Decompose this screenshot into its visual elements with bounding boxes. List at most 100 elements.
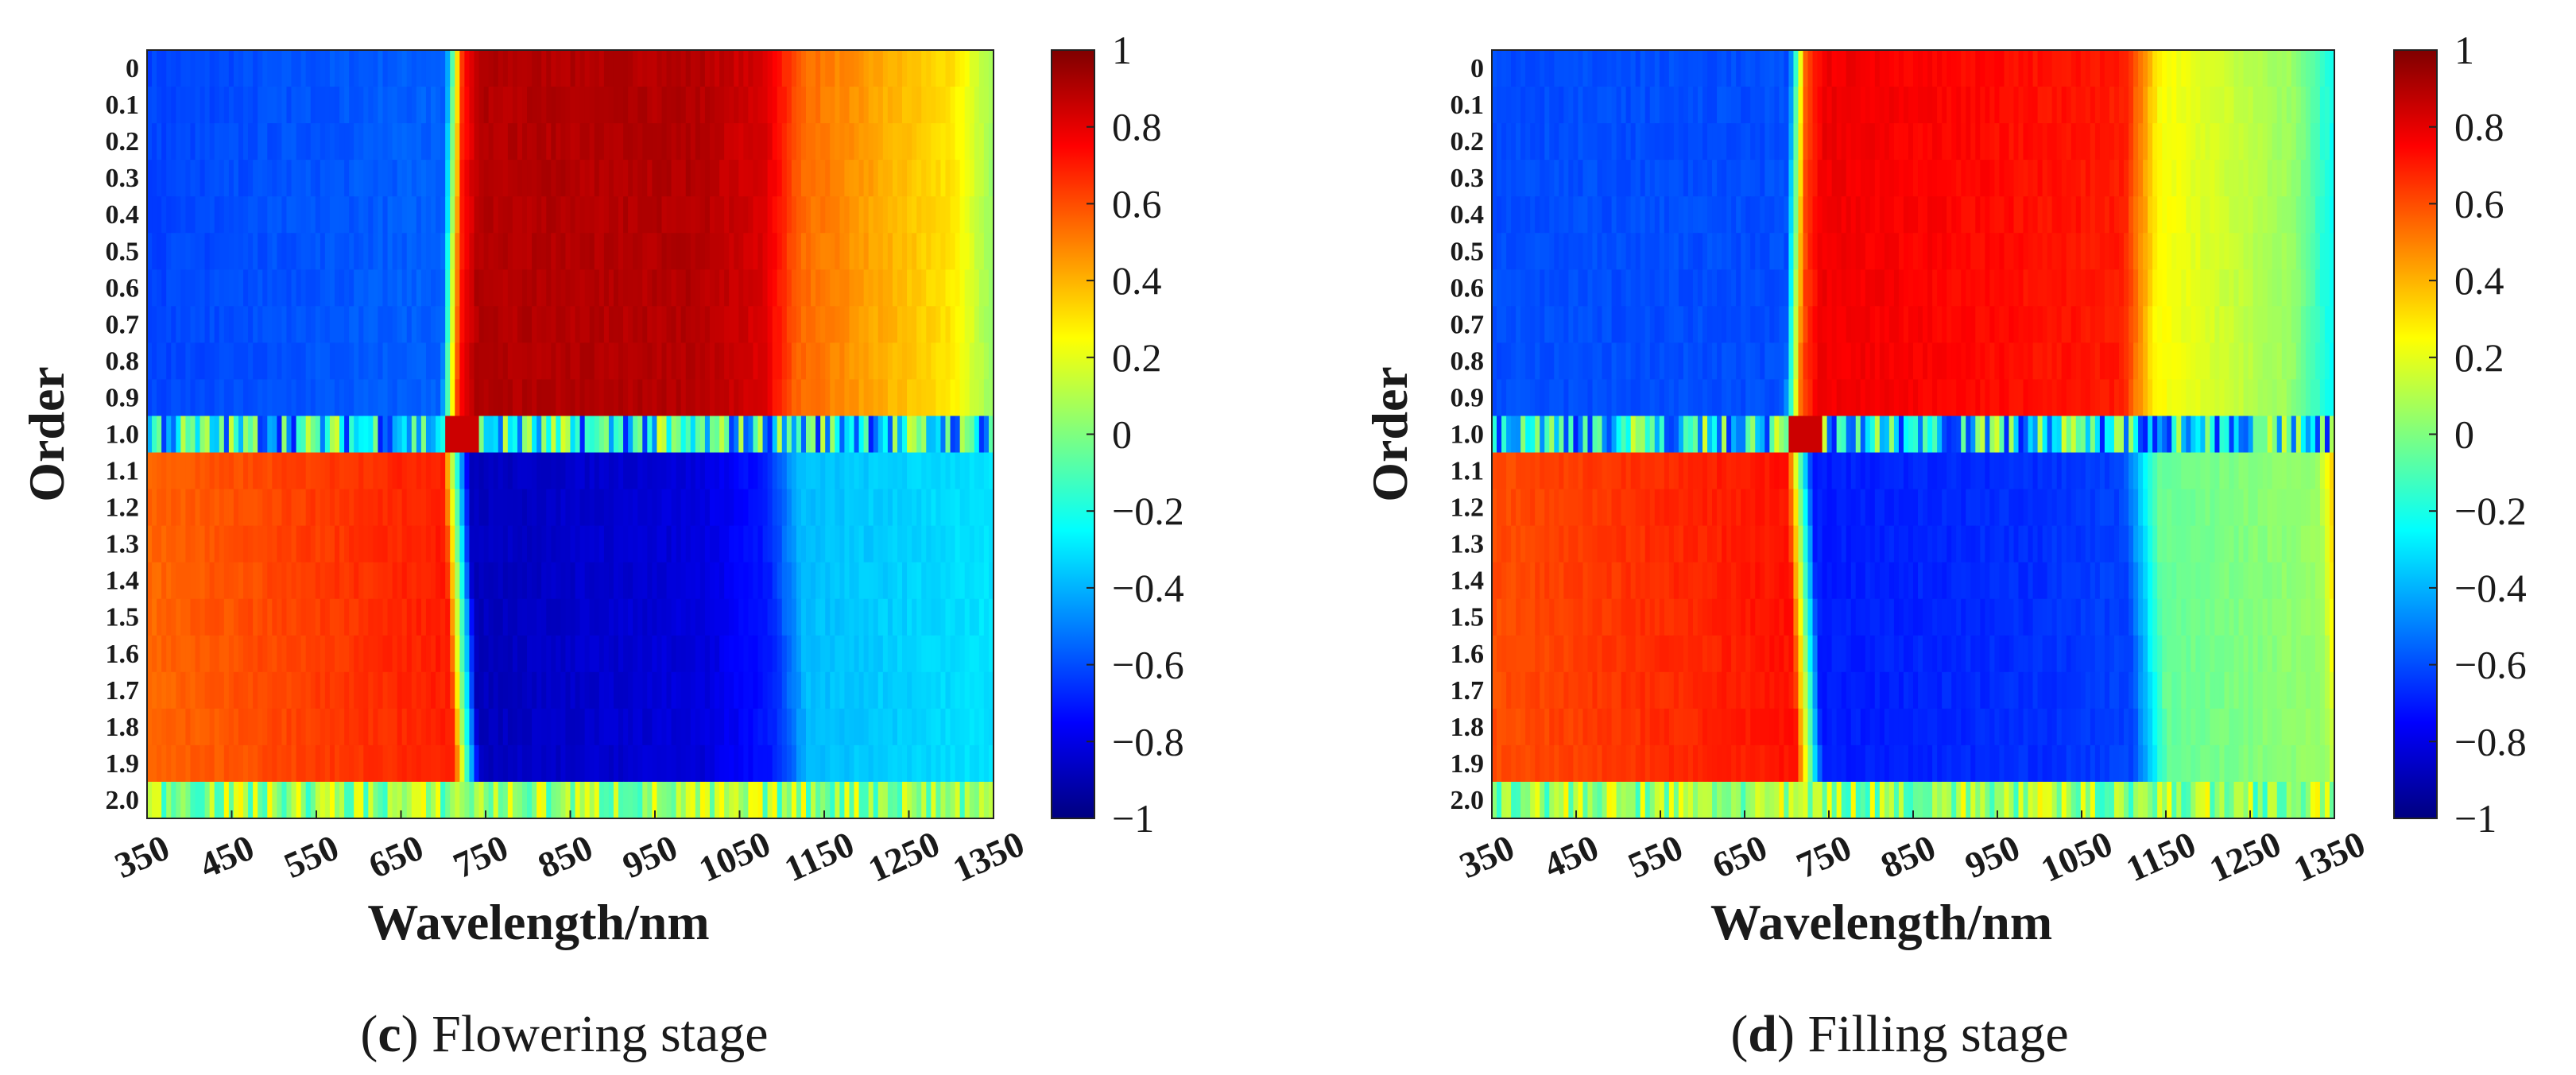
heatmap-cell (575, 489, 581, 527)
heatmap-cell (2276, 233, 2283, 271)
heatmap-cell (161, 306, 167, 344)
heatmap-cell (786, 233, 792, 271)
heatmap-cell (1932, 160, 1938, 197)
heatmap-cell (575, 744, 581, 783)
heatmap-cell (180, 416, 187, 454)
heatmap-cell (469, 269, 475, 307)
heatmap-cell (305, 781, 312, 819)
heatmap-cell (248, 452, 254, 490)
heatmap-cell (1544, 50, 1551, 87)
heatmap-cell (305, 269, 312, 307)
heatmap-cell (401, 671, 408, 710)
heatmap-cell (349, 50, 354, 87)
heatmap-cell (724, 781, 730, 819)
heatmap-cell (185, 489, 192, 527)
heatmap-cell (685, 489, 691, 527)
heatmap-cell (1621, 196, 1627, 234)
heatmap-cell (228, 233, 234, 271)
heatmap-cell (354, 635, 360, 673)
heatmap-cell (796, 708, 802, 746)
heatmap-cell (772, 306, 778, 344)
heatmap-cell (868, 87, 874, 124)
heatmap-cell (560, 671, 567, 710)
heatmap-cell (955, 416, 961, 454)
heatmap-cell (354, 50, 360, 87)
heatmap-cell (521, 708, 528, 746)
heatmap-cell (926, 744, 932, 783)
heatmap-cell (411, 452, 417, 490)
heatmap-cell (1520, 196, 1526, 234)
heatmap-cell (214, 489, 220, 527)
heatmap-cell (147, 342, 153, 381)
heatmap-cell (180, 525, 187, 563)
heatmap-cell (267, 489, 273, 527)
heatmap-cell (1947, 196, 1952, 234)
heatmap-cell (248, 489, 254, 527)
heatmap-cell (2075, 87, 2082, 124)
heatmap-cell (488, 489, 494, 527)
heatmap-cell (152, 87, 157, 124)
heatmap-cell (277, 635, 283, 673)
heatmap-cell (858, 416, 865, 454)
heatmap-cell (2162, 196, 2167, 234)
heatmap-cell (425, 489, 432, 527)
heatmap-cell (935, 671, 942, 710)
heatmap-cell (2286, 160, 2292, 197)
heatmap-cell (748, 416, 754, 454)
y-tick-label: 0.3 (106, 164, 140, 193)
heatmap-cell (223, 160, 230, 197)
heatmap-cell (575, 233, 581, 271)
heatmap-cell (397, 160, 403, 197)
heatmap-cell (931, 452, 937, 490)
heatmap-cell (2047, 50, 2053, 87)
heatmap-cell (907, 562, 912, 600)
heatmap-cell (858, 50, 865, 87)
heatmap-cell (315, 50, 321, 87)
heatmap-cell (815, 269, 821, 307)
heatmap-cell (743, 562, 750, 600)
caption-title: Flowering stage (432, 1005, 768, 1063)
heatmap-cell (873, 269, 879, 307)
heatmap-cell (715, 671, 720, 710)
heatmap-cell (258, 744, 264, 783)
colorbar-tick-label: −0.4 (1112, 566, 1184, 610)
heatmap-cell (1784, 269, 1790, 307)
heatmap-cell (618, 708, 624, 746)
heatmap-cell (1635, 196, 1641, 234)
heatmap-cell (738, 525, 745, 563)
heatmap-cell (772, 342, 778, 381)
heatmap-cell (594, 306, 600, 344)
heatmap-cell (791, 708, 797, 746)
heatmap-cell (2023, 87, 2029, 124)
heatmap-cell (926, 233, 932, 271)
heatmap-cell (512, 379, 518, 417)
heatmap-cell (935, 50, 942, 87)
heatmap-cell (671, 562, 677, 600)
heatmap-cell (839, 160, 846, 197)
heatmap-cell (603, 671, 610, 710)
heatmap-cell (1784, 160, 1790, 197)
heatmap-cell (2286, 87, 2292, 124)
heatmap-cell (657, 87, 663, 124)
heatmap-cell (2291, 50, 2297, 87)
heatmap-cell (959, 708, 966, 746)
heatmap-cell (478, 196, 485, 234)
heatmap-cell (767, 416, 773, 454)
heatmap-cell (796, 87, 802, 124)
heatmap-cell (882, 379, 889, 417)
heatmap-cell (258, 269, 264, 307)
heatmap-cell (310, 671, 316, 710)
heatmap-cell (1492, 50, 1497, 87)
heatmap-cell (882, 416, 889, 454)
heatmap-cell (1923, 233, 1928, 271)
heatmap-cell (238, 562, 244, 600)
heatmap-cell (1956, 50, 1962, 87)
heatmap-cell (815, 489, 821, 527)
heatmap-cell (406, 598, 413, 636)
heatmap-cell (671, 744, 677, 783)
heatmap-cell (1788, 50, 1795, 87)
heatmap-cell (753, 196, 759, 234)
heatmap-cell (642, 416, 649, 454)
heatmap-cell (493, 708, 499, 746)
heatmap-cell (363, 489, 370, 527)
